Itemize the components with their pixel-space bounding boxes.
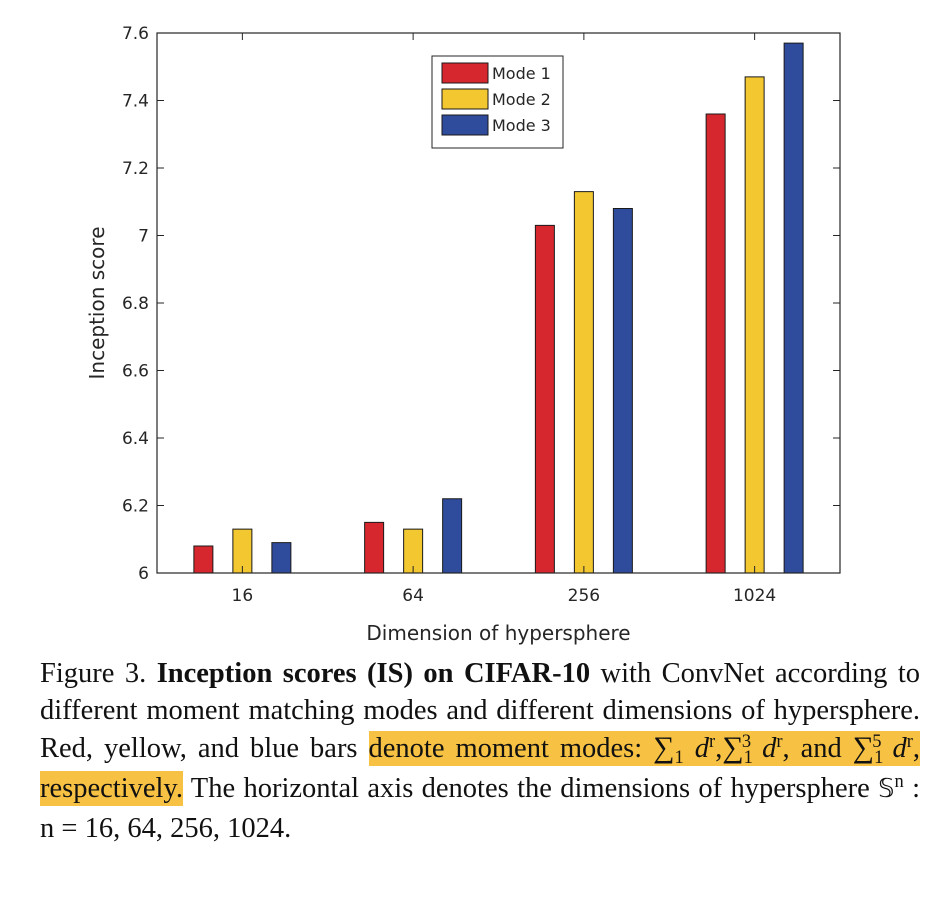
caption-label: Figure 3. [40, 658, 147, 689]
caption-highlight-text: denote moment modes: [368, 733, 654, 764]
x-tick-label: 16 [232, 586, 254, 606]
caption-text-1: with ConvNet according to different mome… [40, 658, 920, 764]
sum-lower-bound: 1 [874, 746, 884, 768]
legend-swatch-mode-3 [441, 114, 489, 136]
math-exp-r: r [709, 730, 716, 752]
legend-label-mode-2: Mode 2 [492, 90, 551, 109]
caption-comma: , [715, 733, 723, 764]
bar-mode-2-1024 [744, 76, 765, 574]
bar-mode-1-16 [193, 545, 214, 574]
bar-mode-1-256 [534, 224, 555, 574]
hypersphere-symbol: 𝕊 [878, 774, 895, 804]
x-tick-label: 256 [568, 586, 600, 606]
y-axis-title: Inception score [85, 227, 109, 380]
sum-symbol: ∑ [653, 731, 675, 764]
figure-caption: Figure 3. Inception scores (IS) on CIFAR… [40, 655, 921, 847]
y-tick-label: 7 [138, 227, 149, 247]
sum-upper-bound: 3 [741, 730, 752, 752]
math-exp-n: n [894, 770, 904, 792]
legend-label-mode-3: Mode 3 [492, 116, 551, 135]
bar-mode-3-1024 [783, 42, 804, 574]
legend: Mode 1 Mode 2 Mode 3 [431, 55, 564, 149]
y-tick-label: 7.6 [122, 24, 149, 44]
bar-chart: 6 6.2 6.4 6.6 6.8 7 7.2 7.4 7.6 16 64 256 1024 Dime… [85, 24, 841, 645]
x-axis: 16 64 256 1024 [232, 33, 776, 606]
caption-text-3: : n = 16, 64, 256, 1024. [40, 773, 920, 844]
sum-upper-bound: 5 [872, 730, 882, 752]
sum-lower-bound: 1 [674, 746, 684, 768]
y-tick-label: 6.2 [122, 497, 149, 517]
math-d: d [694, 733, 710, 764]
math-exp-r: r [906, 730, 913, 752]
bar-mode-1-64 [364, 521, 385, 574]
caption-respectively: , respectively. [40, 733, 921, 804]
sum-lower-bound: 1 [743, 746, 753, 768]
y-tick-label: 6 [138, 564, 149, 584]
y-axis: 6 6.2 6.4 6.6 6.8 7 7.2 7.4 7.6 [122, 24, 840, 584]
caption-bold-title: Inception scores (IS) on CIFAR-10 [156, 658, 591, 689]
legend-swatch-mode-2 [441, 88, 489, 110]
bar-mode-1-1024 [705, 113, 726, 574]
caption-and: , and [782, 733, 853, 764]
y-tick-label: 6.4 [122, 429, 149, 449]
bars-group [193, 42, 804, 574]
y-tick-label: 7.2 [122, 159, 149, 179]
x-tick-label: 64 [402, 586, 424, 606]
x-axis-title: Dimension of hypersphere [366, 621, 630, 645]
sum-symbol: ∑ [852, 731, 875, 764]
legend-label-mode-1: Mode 1 [492, 64, 551, 83]
math-exp-r: r [776, 730, 783, 752]
y-tick-label: 6.8 [122, 294, 149, 314]
y-tick-label: 7.4 [122, 92, 149, 112]
y-tick-label: 6.6 [122, 362, 149, 382]
bar-mode-3-64 [442, 498, 463, 574]
bar-mode-2-256 [573, 191, 594, 574]
x-tick-label: 1024 [733, 586, 776, 606]
math-d: d [892, 733, 907, 764]
caption-text-2: The horizontal axis denotes the dimensio… [182, 773, 879, 804]
legend-swatch-mode-1 [441, 62, 489, 84]
sum-symbol: ∑ [722, 731, 744, 764]
math-d: d [762, 733, 777, 764]
bar-mode-3-256 [612, 208, 633, 574]
bar-mode-3-16 [271, 542, 292, 574]
